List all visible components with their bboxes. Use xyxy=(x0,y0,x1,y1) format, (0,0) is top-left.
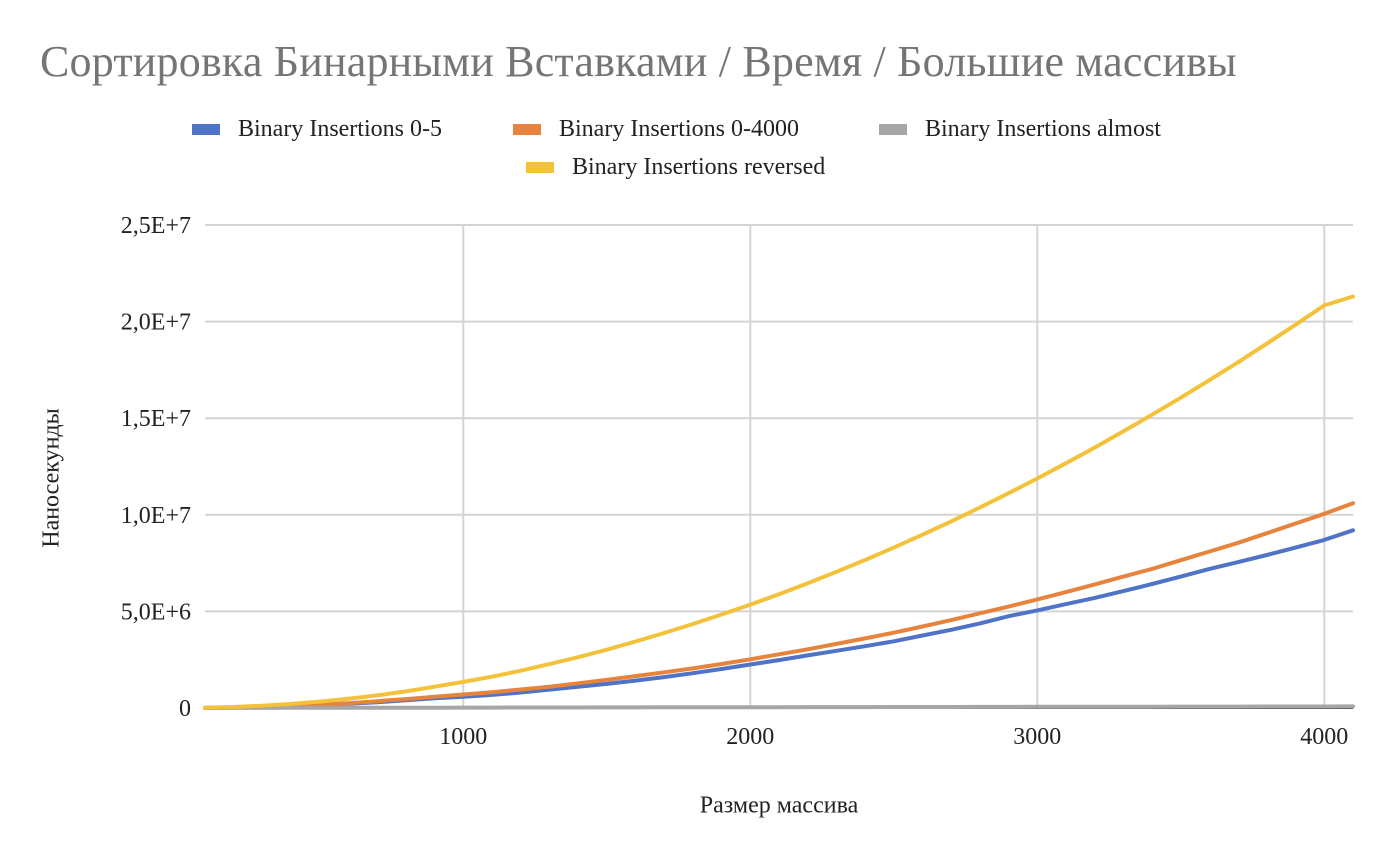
legend-swatch-0-4000 xyxy=(513,124,541,135)
series-line-reversed xyxy=(203,294,1355,710)
y-tick-label: 5,0E+6 xyxy=(121,599,191,625)
x-tick-label: 4000 xyxy=(1300,724,1348,750)
legend-item-0-5: Binary Insertions 0-5 xyxy=(192,116,442,143)
legend-swatch-0-5 xyxy=(192,124,220,135)
chart-title: Сортировка Бинарными Вставками / Время /… xyxy=(40,37,1237,86)
legend-item-0-4000: Binary Insertions 0-4000 xyxy=(513,116,799,143)
y-axis-title: Наносекунды xyxy=(38,408,65,548)
y-tick-label: 2,0E+7 xyxy=(121,310,191,336)
legend-swatch-reversed xyxy=(526,162,554,173)
series-line-0-5 xyxy=(203,528,1355,710)
y-tick-label: 0 xyxy=(179,696,191,722)
y-tick-label: 1,0E+7 xyxy=(121,503,191,529)
x-tick-label: 3000 xyxy=(1013,724,1061,750)
legend-item-almost: Binary Insertions almost xyxy=(879,116,1161,143)
series-line-0-4000 xyxy=(203,501,1355,710)
x-tick-label: 1000 xyxy=(439,724,487,750)
gridlines xyxy=(205,224,1353,709)
legend-label-reversed: Binary Insertions reversed xyxy=(572,154,826,180)
legend-item-reversed: Binary Insertions reversed xyxy=(526,154,825,181)
x-axis-title: Размер массива xyxy=(699,792,859,819)
legend-label-0-5: Binary Insertions 0-5 xyxy=(238,116,442,142)
x-tick-label: 2000 xyxy=(726,724,774,750)
legend-label-almost: Binary Insertions almost xyxy=(925,116,1161,142)
legend-swatch-almost xyxy=(879,124,907,135)
legend-label-0-4000: Binary Insertions 0-4000 xyxy=(559,116,799,142)
series-line-almost xyxy=(203,704,1355,710)
y-tick-label: 1,5E+7 xyxy=(121,406,191,432)
y-tick-label: 2,5E+7 xyxy=(121,213,191,239)
